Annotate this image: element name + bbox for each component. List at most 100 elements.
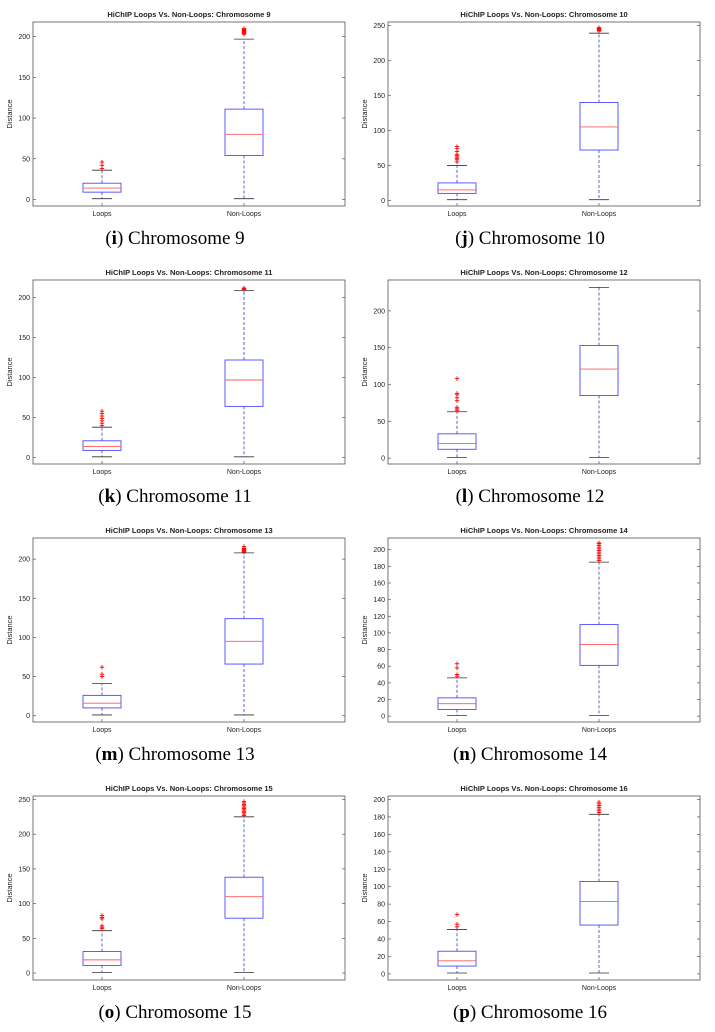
boxplot-chart: HiChIP Loops Vs. Non-Loops: Chromosome 9…: [5, 10, 346, 218]
y-tick-label: 100: [18, 635, 30, 642]
y-tick-label: 50: [22, 156, 30, 163]
y-tick-label: 0: [26, 971, 30, 978]
iqr-box: [579, 102, 619, 151]
x-tick-label: Non-Loops: [582, 469, 617, 476]
y-tick-label: 80: [377, 902, 385, 909]
y-tick-label: 50: [22, 936, 30, 943]
outlier-point: [241, 799, 247, 804]
panel-caption-text: Chromosome 16: [480, 1002, 608, 1023]
outlier-point: [454, 912, 460, 917]
chart-panel: HiChIP Loops Vs. Non-Loops: Chromosome 1…: [355, 0, 710, 258]
outlier-point: [454, 144, 460, 149]
y-tick-label: 200: [18, 34, 30, 41]
panel-caption: (k) Chromosome 11: [98, 486, 252, 507]
panel-letter: n: [459, 744, 470, 765]
boxplot-chart: HiChIP Loops Vs. Non-Loops: Chromosome 1…: [360, 526, 701, 734]
plot-frame: [387, 537, 701, 723]
plot-frame: [32, 279, 346, 465]
y-tick-label: 180: [373, 814, 385, 821]
y-tick-label: 100: [373, 128, 385, 135]
panel-caption-text: Chromosome 9: [128, 228, 245, 249]
y-axis-label: Distance: [5, 99, 14, 128]
outlier-point: [99, 409, 105, 414]
boxplot-chart: HiChIP Loops Vs. Non-Loops: Chromosome 1…: [360, 10, 701, 218]
panel-letter: p: [459, 1002, 470, 1023]
y-tick-label: 200: [18, 295, 30, 302]
panel-caption-text: Chromosome 14: [480, 744, 608, 765]
panel-caption: (o) Chromosome 15: [98, 1002, 252, 1023]
y-axis-label: Distance: [360, 357, 369, 386]
chart-panel: HiChIP Loops Vs. Non-Loops: Chromosome 1…: [0, 774, 355, 1032]
y-tick-label: 140: [373, 849, 385, 856]
iqr-box: [82, 694, 122, 709]
panel-caption-text: Chromosome 11: [126, 486, 252, 507]
chart-title: HiChIP Loops Vs. Non-Loops: Chromosome 1…: [460, 10, 627, 19]
y-tick-label: 0: [381, 971, 385, 978]
y-tick-label: 160: [373, 832, 385, 839]
y-tick-label: 150: [18, 596, 30, 603]
outlier-point: [454, 921, 460, 927]
y-tick-label: 120: [373, 614, 385, 621]
panel-caption: (m) Chromosome 13: [95, 744, 255, 765]
plot-frame: [32, 795, 346, 981]
x-tick-label: Loops: [447, 211, 467, 218]
y-tick-label: 160: [373, 580, 385, 587]
plot-frame: [32, 537, 346, 723]
panel-letter: o: [104, 1002, 115, 1023]
iqr-box: [82, 440, 122, 451]
y-tick-label: 150: [18, 866, 30, 873]
outlier-point: [99, 672, 105, 677]
y-tick-label: 150: [18, 75, 30, 82]
y-tick-label: 50: [22, 674, 30, 681]
y-tick-label: 250: [18, 797, 30, 804]
chart-title: HiChIP Loops Vs. Non-Loops: Chromosome 1…: [105, 784, 272, 793]
panel-letter: l: [461, 486, 468, 507]
outlier-point: [454, 665, 460, 671]
panel-caption: (p) Chromosome 16: [452, 1002, 608, 1023]
x-tick-label: Non-Loops: [227, 985, 262, 992]
x-tick-label: Loops: [447, 469, 467, 476]
y-tick-label: 100: [18, 901, 30, 908]
chart-panel: HiChIP Loops Vs. Non-Loops: Chromosome 1…: [355, 774, 710, 1032]
outlier-point: [241, 544, 247, 549]
y-axis-label: Distance: [360, 615, 369, 644]
y-axis-label: Distance: [360, 873, 369, 902]
outlier-point: [454, 391, 460, 396]
y-tick-label: 100: [373, 630, 385, 637]
chart-title: HiChIP Loops Vs. Non-Loops: Chromosome 1…: [460, 526, 628, 535]
x-tick-label: Non-Loops: [582, 211, 617, 218]
boxplot-chart: HiChIP Loops Vs. Non-Loops: Chromosome 1…: [5, 784, 346, 992]
chart-panel: HiChIP Loops Vs. Non-Loops: Chromosome 1…: [0, 516, 355, 774]
iqr-box: [579, 881, 619, 926]
y-axis-label: Distance: [360, 99, 369, 128]
x-tick-label: Non-Loops: [582, 985, 617, 992]
y-tick-label: 20: [377, 954, 385, 961]
y-tick-label: 200: [373, 308, 385, 315]
chart-title: HiChIP Loops Vs. Non-Loops: Chromosome 1…: [105, 526, 272, 535]
outlier-point: [596, 799, 602, 805]
outlier-point: [454, 376, 460, 381]
y-axis-label: Distance: [5, 615, 14, 644]
panel-letter: k: [104, 486, 116, 507]
panel-caption: (i) Chromosome 9: [105, 228, 245, 249]
boxplot-chart: HiChIP Loops Vs. Non-Loops: Chromosome 1…: [360, 268, 701, 476]
y-tick-label: 0: [381, 456, 385, 463]
y-axis-label: Distance: [5, 357, 14, 386]
panel-caption: (j) Chromosome 10: [455, 228, 605, 249]
iqr-box: [224, 359, 264, 407]
panel-caption-text: Chromosome 13: [128, 744, 255, 765]
outlier-point: [596, 540, 602, 546]
plot-frame: [387, 21, 701, 207]
x-tick-label: Non-Loops: [227, 211, 262, 218]
iqr-box: [82, 951, 122, 966]
x-tick-label: Loops: [92, 211, 112, 218]
y-tick-label: 150: [373, 345, 385, 352]
panel-caption-text: Chromosome 10: [478, 228, 605, 249]
panel-letter: m: [101, 744, 118, 765]
iqr-box: [579, 345, 619, 397]
outlier-point: [241, 285, 247, 291]
y-tick-label: 50: [22, 415, 30, 422]
outlier-point: [241, 26, 247, 31]
x-tick-label: Loops: [92, 985, 112, 992]
y-tick-label: 200: [373, 797, 385, 804]
